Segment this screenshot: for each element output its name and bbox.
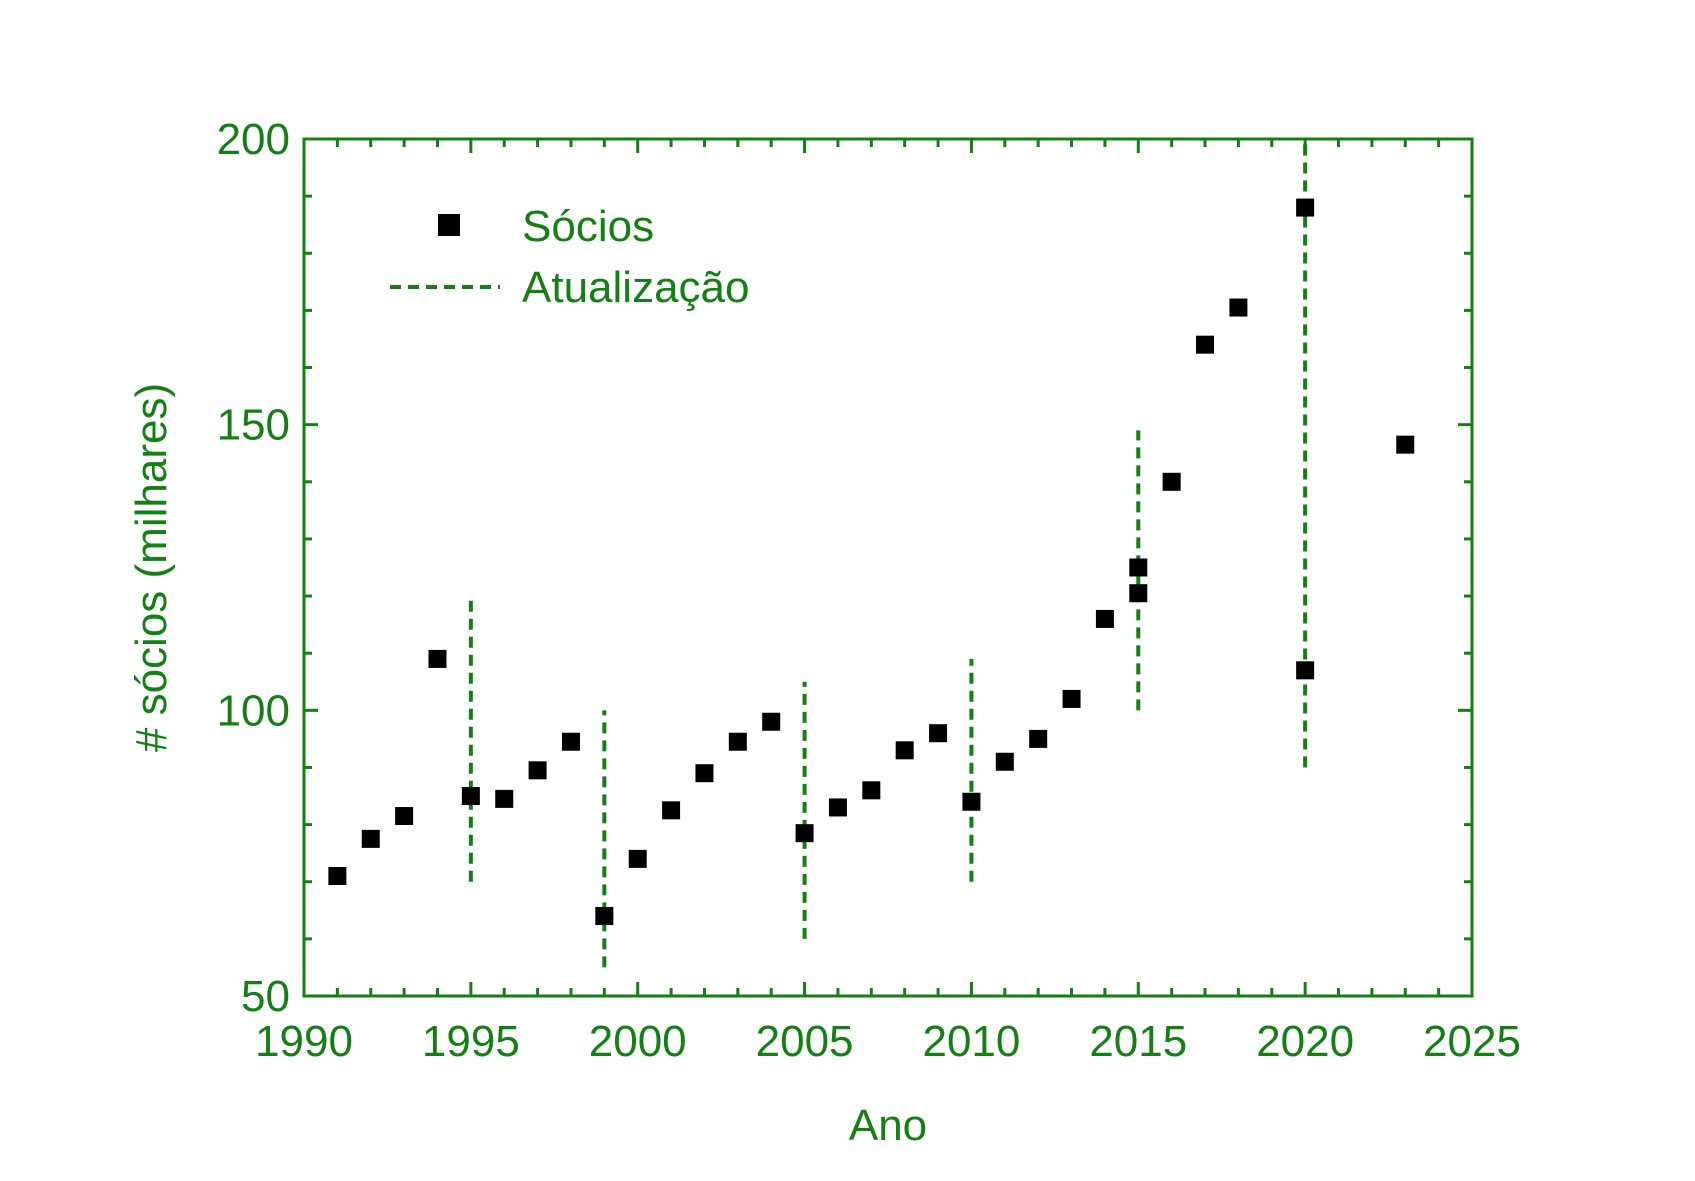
data-point bbox=[395, 807, 414, 826]
y-tick-labels: 50 100 150 200 bbox=[217, 115, 290, 1021]
data-point bbox=[795, 824, 814, 843]
data-point bbox=[528, 761, 547, 780]
data-point bbox=[995, 752, 1014, 771]
data-point bbox=[1095, 609, 1114, 628]
data-point bbox=[1129, 558, 1148, 577]
data-point bbox=[1162, 472, 1181, 491]
data-point bbox=[1229, 298, 1248, 317]
x-tick-label: 1995 bbox=[422, 1017, 520, 1066]
legend-label-socios: Sócios bbox=[522, 202, 654, 251]
data-point bbox=[662, 801, 681, 820]
major-ticks bbox=[302, 137, 1474, 998]
data-point bbox=[628, 849, 647, 868]
data-point bbox=[1029, 729, 1048, 748]
y-tick-label: 200 bbox=[217, 115, 290, 164]
x-tick-label: 2015 bbox=[1089, 1017, 1187, 1066]
y-tick-label: 150 bbox=[217, 401, 290, 450]
data-point bbox=[428, 649, 447, 668]
data-point bbox=[762, 712, 781, 731]
data-point bbox=[1129, 584, 1148, 603]
data-point bbox=[361, 829, 380, 848]
y-axis-label: # sócios (milhares) bbox=[127, 383, 176, 752]
data-points bbox=[328, 198, 1415, 926]
data-point bbox=[962, 792, 981, 811]
data-point bbox=[695, 764, 714, 783]
data-point bbox=[1296, 198, 1315, 217]
data-point bbox=[728, 732, 747, 751]
x-tick-labels: 1990 1995 2000 2005 2010 2015 2020 2025 bbox=[255, 1017, 1521, 1066]
plot-frame bbox=[302, 137, 1474, 998]
data-point bbox=[1296, 661, 1315, 680]
data-point bbox=[1396, 435, 1415, 454]
data-point bbox=[1196, 335, 1215, 354]
data-point bbox=[895, 741, 914, 760]
legend-label-atualizacao: Atualização bbox=[522, 263, 749, 312]
data-point bbox=[595, 907, 614, 926]
data-point bbox=[828, 798, 847, 817]
legend: Sócios Atualização bbox=[390, 202, 749, 312]
minor-ticks bbox=[304, 139, 1472, 996]
x-tick-label: 1990 bbox=[255, 1017, 353, 1066]
data-point bbox=[461, 787, 480, 806]
x-tick-label: 2010 bbox=[922, 1017, 1020, 1066]
legend-marker-socios bbox=[438, 214, 460, 236]
data-point bbox=[929, 724, 948, 743]
data-point bbox=[1062, 689, 1081, 708]
x-tick-label: 2025 bbox=[1423, 1017, 1521, 1066]
data-point bbox=[561, 732, 580, 751]
data-point bbox=[328, 867, 347, 886]
data-point bbox=[862, 781, 881, 800]
x-tick-label: 2020 bbox=[1256, 1017, 1354, 1066]
data-point bbox=[495, 789, 514, 808]
y-tick-label: 50 bbox=[241, 972, 290, 1021]
x-axis-label: Ano bbox=[849, 1101, 927, 1150]
x-tick-label: 2000 bbox=[589, 1017, 687, 1066]
y-tick-label: 100 bbox=[217, 686, 290, 735]
x-tick-label: 2005 bbox=[756, 1017, 854, 1066]
